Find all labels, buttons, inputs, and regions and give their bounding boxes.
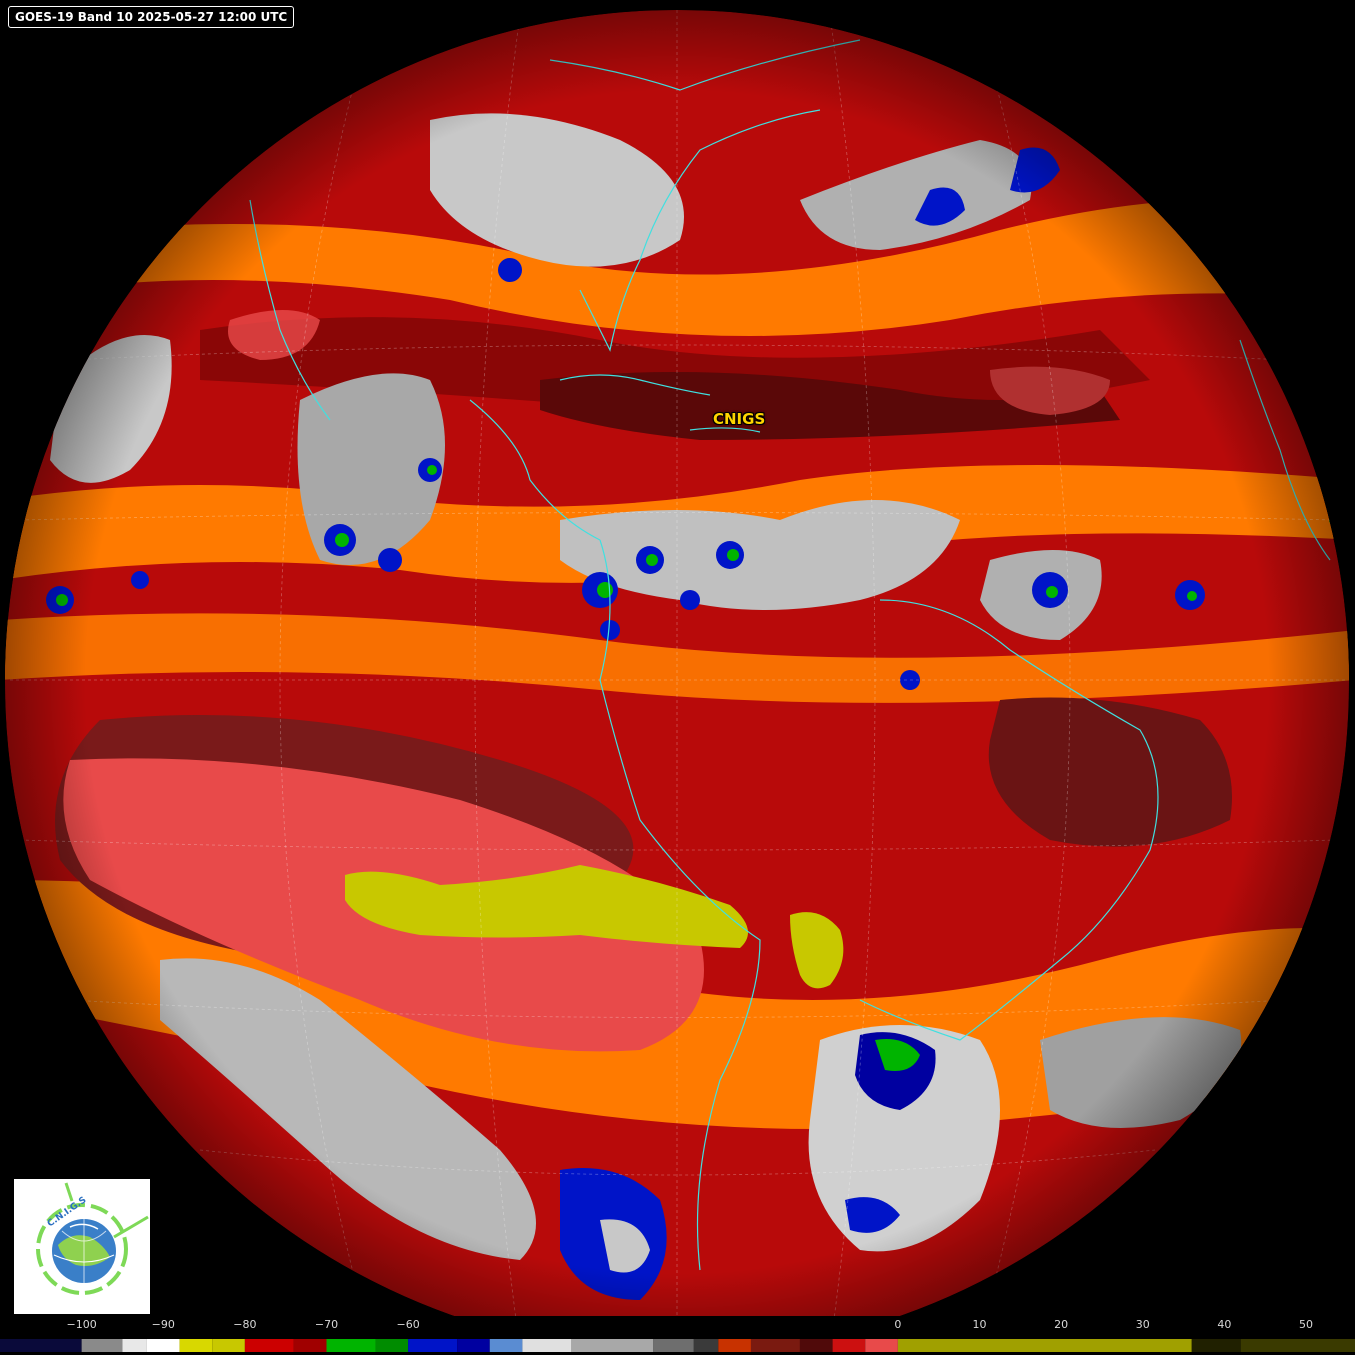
colorbar-tick-label: −60 bbox=[396, 1318, 420, 1331]
colorbar-segment bbox=[522, 1339, 572, 1352]
colorbar-segment bbox=[718, 1339, 751, 1352]
colorbar-tick-label: −100 bbox=[66, 1318, 97, 1331]
colorbar-segment bbox=[326, 1339, 376, 1352]
colorbar-segment bbox=[408, 1339, 458, 1352]
colorbar-tick-label: −90 bbox=[151, 1318, 175, 1331]
colorbar-tick-label: 0 bbox=[894, 1318, 902, 1331]
colorbar bbox=[0, 1339, 1355, 1352]
colorbar-segment bbox=[244, 1339, 294, 1352]
colorbar-segment bbox=[489, 1339, 523, 1352]
colorbar-tick-label: 20 bbox=[1054, 1318, 1069, 1331]
colorbar-segment bbox=[457, 1339, 490, 1352]
colorbar-segment bbox=[0, 1339, 82, 1352]
colorbar-segment bbox=[832, 1339, 866, 1352]
colorbar-segment bbox=[693, 1339, 719, 1352]
cnigs-logo: C.N.I.G.S bbox=[14, 1179, 150, 1314]
colorbar-segment bbox=[653, 1339, 694, 1352]
colorbar-segment bbox=[571, 1339, 654, 1352]
colorbar-segment bbox=[375, 1339, 409, 1352]
colorbar-segment bbox=[179, 1339, 213, 1352]
colorbar-segment bbox=[81, 1339, 123, 1352]
cnigs-place-label: CNIGS bbox=[713, 410, 766, 428]
colorbar-tick-label: 30 bbox=[1135, 1318, 1150, 1331]
colorbar-segment bbox=[122, 1339, 147, 1352]
colorbar-tick-label: 40 bbox=[1217, 1318, 1232, 1331]
colorbar-segment bbox=[146, 1339, 180, 1352]
colorbar-segment bbox=[1191, 1339, 1241, 1352]
colorbar-tick-label: −80 bbox=[233, 1318, 257, 1331]
image-title: GOES-19 Band 10 2025-05-27 12:00 UTC bbox=[8, 6, 295, 28]
colorbar-segment bbox=[293, 1339, 327, 1352]
colorbar-tick-label: −70 bbox=[314, 1318, 339, 1331]
colorbar-tick-label: 10 bbox=[972, 1318, 987, 1331]
colorbar-segment bbox=[865, 1339, 898, 1352]
colorbar-segment bbox=[750, 1339, 800, 1352]
colorbar-segment bbox=[212, 1339, 245, 1352]
colorbar-tick-label: 50 bbox=[1299, 1318, 1314, 1331]
colorbar-segment bbox=[1240, 1339, 1355, 1352]
colorbar-segment bbox=[799, 1339, 833, 1352]
colorbar-segment bbox=[897, 1339, 1192, 1352]
